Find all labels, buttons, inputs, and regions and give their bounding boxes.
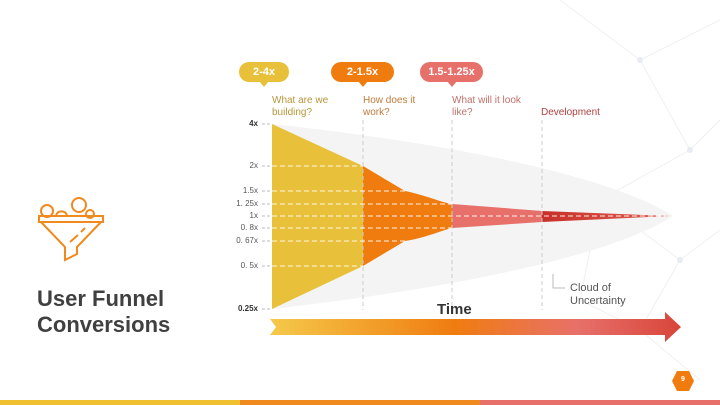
tick-label: 0. 5x bbox=[240, 261, 258, 270]
tick-label: 0. 8x bbox=[240, 223, 258, 232]
slide-title-line-1: User Funnel bbox=[37, 286, 165, 311]
time-arrow bbox=[270, 312, 681, 342]
page-number-badge bbox=[672, 371, 694, 391]
funnel-icon bbox=[38, 197, 104, 262]
phase-1-question: What are we building? bbox=[272, 95, 329, 118]
tick-label: 0.25x bbox=[237, 304, 258, 313]
slide-title: User Funnel Conversions bbox=[37, 286, 170, 338]
footer-bar-yellow bbox=[0, 400, 240, 405]
tick-label: 1. 25x bbox=[236, 199, 258, 208]
phase-2-question: How does it work? bbox=[363, 95, 416, 118]
phase-dividers bbox=[362, 120, 543, 310]
footer-bar-pink bbox=[480, 400, 720, 405]
phase-1-badge: 2-4x bbox=[239, 62, 289, 87]
phase-1-area bbox=[272, 124, 363, 309]
cloud-label-leader bbox=[552, 274, 565, 289]
tick-lines bbox=[272, 165, 665, 267]
page-number: 9 bbox=[681, 376, 685, 383]
tick-marks bbox=[262, 123, 272, 310]
time-label: Time bbox=[437, 301, 472, 318]
cloud-label: Cloud of Uncertainty bbox=[570, 282, 626, 307]
footer-bar-orange bbox=[240, 400, 480, 405]
phase-3-question: What will it look like? bbox=[452, 95, 521, 118]
phase-2-badge: 2-1.5x bbox=[331, 62, 394, 87]
phase-3-badge: 1.5-1.25x bbox=[420, 62, 483, 87]
phase-4-label: Development bbox=[541, 107, 600, 118]
tick-label: 0. 67x bbox=[236, 236, 258, 245]
tick-label: 4x bbox=[249, 119, 258, 128]
tick-label: 1x bbox=[249, 211, 258, 220]
slide-title-line-2: Conversions bbox=[37, 312, 171, 337]
phase-4-area bbox=[542, 211, 670, 222]
tick-label: 2x bbox=[249, 161, 258, 170]
tick-label: 1.5x bbox=[242, 186, 258, 195]
